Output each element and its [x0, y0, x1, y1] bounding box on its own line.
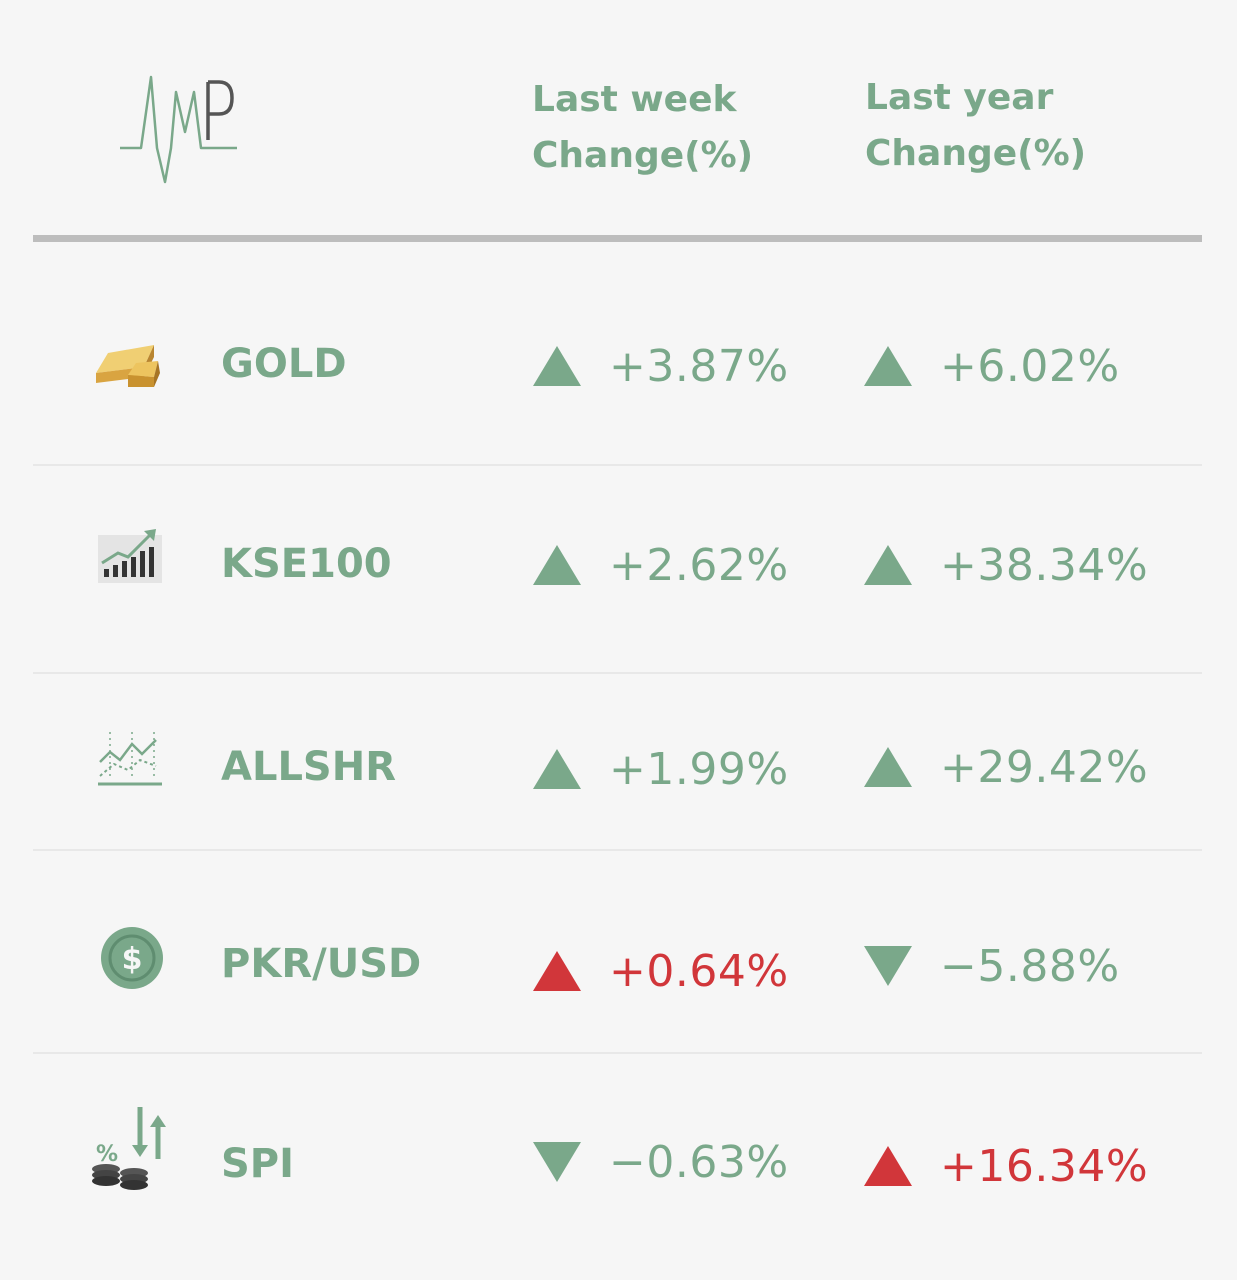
up-arrow-icon: [864, 747, 912, 787]
week-change-cell: +2.62%: [533, 539, 789, 591]
week-change-cell: +3.87%: [533, 340, 789, 392]
year-change-cell: +16.34%: [864, 1140, 1149, 1192]
up-arrow-icon: [533, 346, 581, 386]
year-change-value: +16.34%: [940, 1140, 1149, 1192]
year-change-cell: +38.34%: [864, 539, 1149, 591]
row-divider: [33, 1052, 1202, 1054]
up-arrow-icon: [864, 545, 912, 585]
bar-chart-trend-icon: [88, 525, 170, 607]
asset-name: ALLSHR: [221, 744, 397, 790]
header-divider: [33, 235, 1202, 242]
week-change-cell: +1.99%: [533, 743, 789, 795]
svg-text:%: %: [96, 1142, 118, 1167]
week-change-cell: −0.63%: [533, 1136, 789, 1188]
week-change-cell: +0.64%: [533, 945, 789, 997]
svg-text:$: $: [122, 942, 143, 977]
row-divider: [33, 672, 1202, 674]
year-change-header: Last year Change(%): [865, 70, 1205, 182]
year-change-cell: +29.42%: [864, 741, 1149, 793]
year-change-cell: +6.02%: [864, 340, 1120, 392]
row-divider: [33, 849, 1202, 851]
up-arrow-icon: [533, 545, 581, 585]
down-arrow-icon: [533, 1142, 581, 1182]
up-arrow-icon: [533, 951, 581, 991]
year-change-header-line2: Change(%): [865, 133, 1087, 174]
asset-name: KSE100: [221, 541, 392, 587]
week-change-header-line2: Change(%): [532, 135, 754, 176]
asset-name: PKR/USD: [221, 941, 422, 987]
dollar-coin-icon: $: [88, 919, 170, 1001]
week-change-value: −0.63%: [609, 1136, 789, 1188]
line-chart-icon: [88, 722, 170, 804]
year-change-value: +29.42%: [940, 741, 1149, 793]
year-change-value: −5.88%: [940, 940, 1120, 992]
inflation-coins-icon: %: [88, 1103, 170, 1190]
week-change-value: +1.99%: [609, 743, 789, 795]
week-change-header: Last week Change(%): [532, 72, 852, 184]
year-change-value: +6.02%: [940, 340, 1120, 392]
week-change-value: +0.64%: [609, 945, 789, 997]
amp-logo: [115, 72, 245, 187]
up-arrow-icon: [864, 346, 912, 386]
week-change-value: +3.87%: [609, 340, 789, 392]
year-change-cell: −5.88%: [864, 940, 1120, 992]
up-arrow-icon: [864, 1146, 912, 1186]
row-divider: [33, 464, 1202, 466]
amp-heartbeat-logo-icon: [120, 75, 237, 184]
asset-name: GOLD: [221, 341, 347, 387]
week-change-header-line1: Last week: [532, 79, 737, 120]
down-arrow-icon: [864, 946, 912, 986]
up-arrow-icon: [533, 749, 581, 789]
asset-name: SPI: [221, 1141, 295, 1187]
gold-bar-icon: [88, 325, 170, 407]
year-change-value: +38.34%: [940, 539, 1149, 591]
year-change-header-line1: Last year: [865, 77, 1054, 118]
week-change-value: +2.62%: [609, 539, 789, 591]
